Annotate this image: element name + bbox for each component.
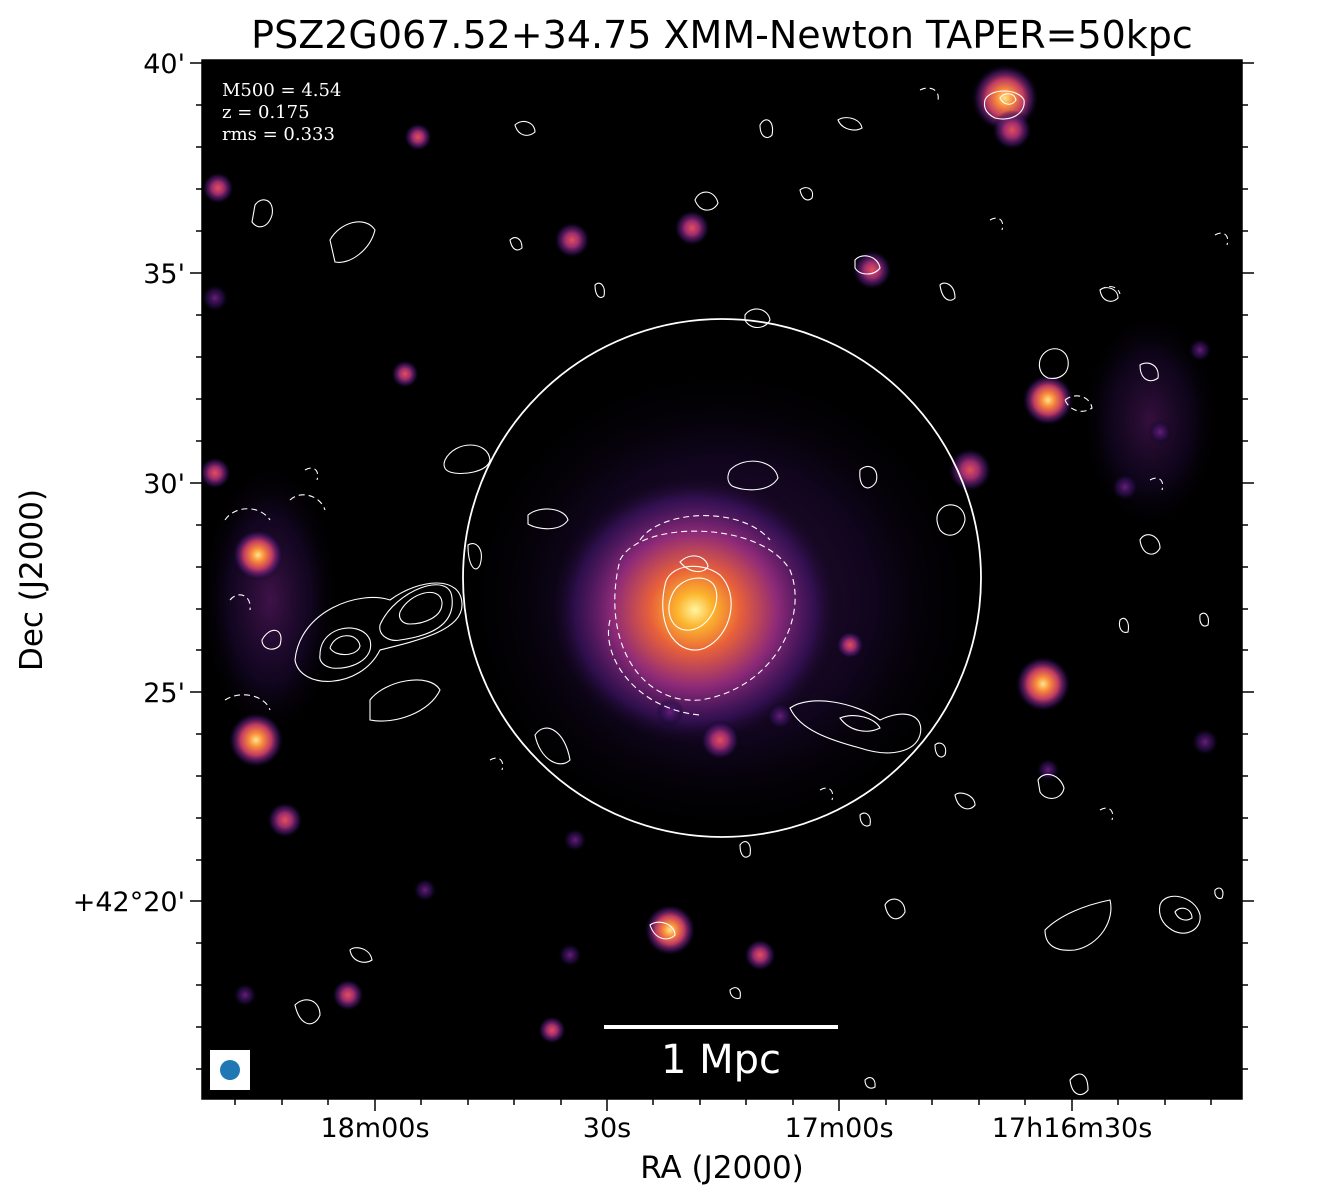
r500-circle xyxy=(462,318,982,838)
x-tick-label: 17h16m30s xyxy=(992,1113,1153,1144)
y-tick-label: 25' xyxy=(143,678,185,709)
m500-text: M500 = 4.54 xyxy=(222,80,341,101)
info-box: M500 = 4.54 z = 0.175 rms = 0.333 xyxy=(222,80,341,145)
cluster-core-emission xyxy=(545,470,845,750)
beam-indicator xyxy=(210,1050,250,1090)
tick-marks xyxy=(190,62,1254,1111)
plot-frame xyxy=(201,59,1243,1100)
y-tick-labels: 40' 35' 30' 25' +42°20' xyxy=(73,49,185,918)
beam-ellipse xyxy=(220,1060,240,1080)
y-tick-label: 40' xyxy=(143,49,185,80)
x-tick-labels: 18m00s 30s 17m00s 17h16m30s xyxy=(320,1113,1152,1144)
rms-text: rms = 0.333 xyxy=(222,124,335,145)
x-tick-label: 18m00s xyxy=(320,1113,429,1144)
redshift-text: z = 0.175 xyxy=(222,102,310,123)
y-tick-label: +42°20' xyxy=(73,887,185,918)
x-tick-label: 17m00s xyxy=(784,1113,893,1144)
figure-title: PSZ2G067.52+34.75 XMM-Newton TAPER=50kpc xyxy=(251,13,1193,57)
x-axis-label: RA (J2000) xyxy=(640,1150,804,1186)
scale-bar-label: 1 Mpc xyxy=(661,1037,781,1083)
x-tick-label: 30s xyxy=(583,1113,631,1144)
y-axis-label: Dec (J2000) xyxy=(14,489,50,671)
scale-bar: 1 Mpc xyxy=(604,1025,838,1083)
radio-contours xyxy=(224,87,1229,1096)
point-sources xyxy=(202,64,1219,1044)
y-tick-label: 30' xyxy=(143,469,185,500)
xray-image: M500 = 4.54 z = 0.175 rms = 0.333 1 Mpc xyxy=(202,60,1242,1099)
y-tick-label: 35' xyxy=(143,259,185,290)
